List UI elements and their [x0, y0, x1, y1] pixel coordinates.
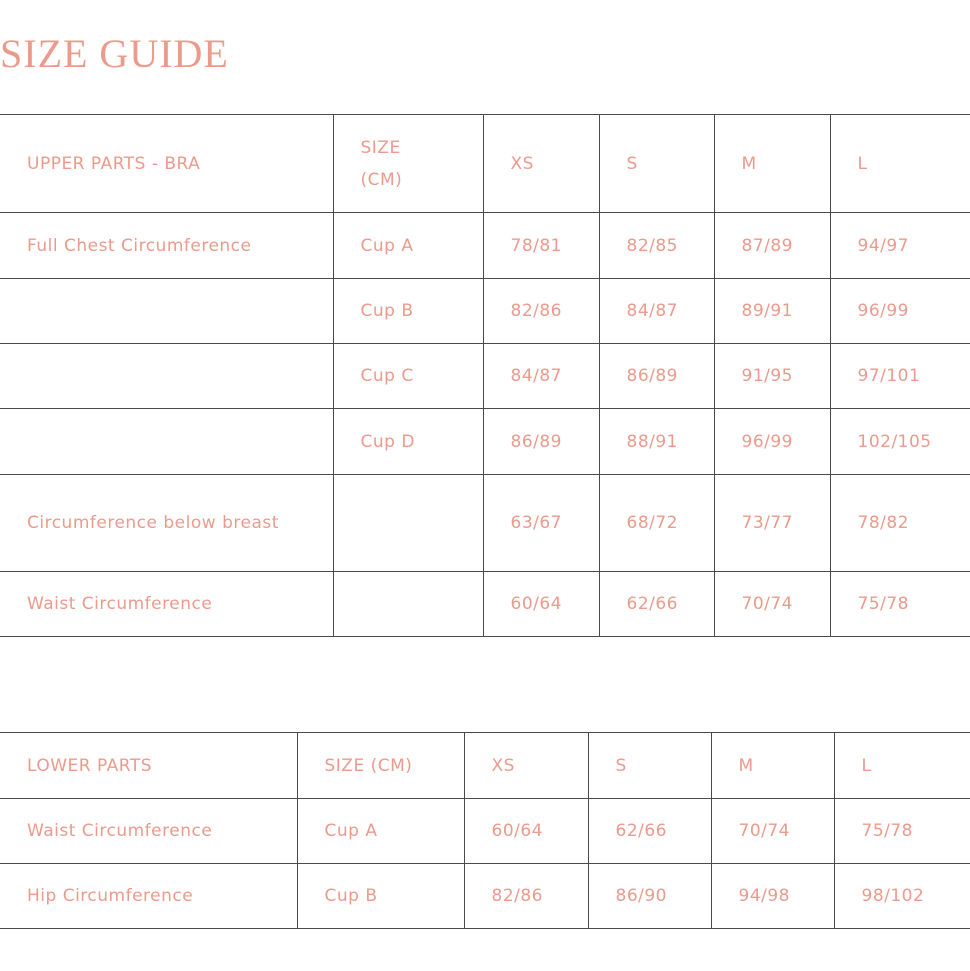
table-cell	[0, 278, 334, 344]
table-cell: Cup B	[296, 863, 465, 929]
table-row: Circumference below breast 63/67 68/72 73/7…	[0, 474, 970, 572]
table-cell: Cup D	[332, 408, 484, 475]
table-cell: Hip Circumference	[0, 863, 298, 929]
lower-parts-size-table: LOWER PARTS SIZE (CM) XS S M L Waist Circumfer…	[0, 732, 970, 929]
table-cell: 62/66	[587, 798, 712, 864]
table-cell: 78/82	[829, 474, 970, 572]
table-row: Full Chest Circumference Cup A 78/81 82/85 8…	[0, 212, 970, 279]
table-row: Hip Circumference Cup B 82/86 86/90 94/98 98/…	[0, 863, 970, 929]
table-cell: 62/66	[598, 571, 715, 637]
table-cell: 97/101	[829, 343, 970, 409]
table-cell: Waist Circumference	[0, 798, 298, 864]
table-cell: 86/89	[482, 408, 600, 475]
table-cell	[332, 474, 484, 572]
table-cell: Waist Circumference	[0, 571, 334, 637]
header-cell: L	[829, 114, 970, 213]
table-cell: Cup B	[332, 278, 484, 344]
table-cell: Cup C	[332, 343, 484, 409]
table-cell: 78/81	[482, 212, 600, 279]
table-header-row: LOWER PARTS SIZE (CM) XS S M L	[0, 732, 970, 799]
table-cell: 87/89	[713, 212, 831, 279]
table-cell: 60/64	[482, 571, 600, 637]
table-cell: 96/99	[829, 278, 970, 344]
table-cell: 86/89	[598, 343, 715, 409]
header-cell: UPPER PARTS - BRA	[0, 114, 334, 213]
table-cell	[0, 408, 334, 475]
table-row: Waist Circumference Cup A 60/64 62/66 70/74 7…	[0, 798, 970, 864]
page-title: SIZE GUIDE	[0, 31, 229, 76]
table-cell: 94/98	[710, 863, 835, 929]
table-cell: Circumference below breast	[0, 474, 334, 572]
table-cell: Cup A	[332, 212, 484, 279]
header-cell: LOWER PARTS	[0, 732, 298, 799]
table-cell: 82/85	[598, 212, 715, 279]
table-cell: 75/78	[829, 571, 970, 637]
header-cell: S	[598, 114, 715, 213]
table-row: Waist Circumference 60/64 62/66 70/74 75/78	[0, 571, 970, 637]
table-row: Cup B 82/86 84/87 89/91 96/99	[0, 278, 970, 344]
table-cell: 94/97	[829, 212, 970, 279]
upper-parts-size-table: UPPER PARTS - BRA SIZE (CM) XS S M L Full Ches…	[0, 114, 970, 637]
table-cell: 75/78	[833, 798, 970, 864]
table-cell: 82/86	[463, 863, 589, 929]
header-cell: SIZE (CM)	[332, 114, 484, 213]
header-cell: XS	[482, 114, 600, 213]
table-row: Cup C 84/87 86/89 91/95 97/101	[0, 343, 970, 409]
table-cell: 88/91	[598, 408, 715, 475]
header-cell: S	[587, 732, 712, 799]
table-cell: 98/102	[833, 863, 970, 929]
table-cell: 96/99	[713, 408, 831, 475]
header-cell: XS	[463, 732, 589, 799]
header-cell: SIZE (CM)	[296, 732, 465, 799]
table-cell: Cup A	[296, 798, 465, 864]
header-cell: L	[833, 732, 970, 799]
table-cell: 86/90	[587, 863, 712, 929]
table-cell: 73/77	[713, 474, 831, 572]
table-cell: Full Chest Circumference	[0, 212, 334, 279]
table-cell: 102/105	[829, 408, 970, 475]
table-cell: 89/91	[713, 278, 831, 344]
table-cell: 82/86	[482, 278, 600, 344]
table-cell	[0, 343, 334, 409]
header-cell: M	[710, 732, 835, 799]
table-cell: 84/87	[482, 343, 600, 409]
table-cell	[332, 571, 484, 637]
table-cell: 84/87	[598, 278, 715, 344]
table-cell: 70/74	[710, 798, 835, 864]
table-cell: 70/74	[713, 571, 831, 637]
table-cell: 68/72	[598, 474, 715, 572]
header-cell: M	[713, 114, 831, 213]
table-cell: 91/95	[713, 343, 831, 409]
table-row: Cup D 86/89 88/91 96/99 102/105	[0, 408, 970, 475]
table-cell: 60/64	[463, 798, 589, 864]
table-cell: 63/67	[482, 474, 600, 572]
table-header-row: UPPER PARTS - BRA SIZE (CM) XS S M L	[0, 114, 970, 213]
